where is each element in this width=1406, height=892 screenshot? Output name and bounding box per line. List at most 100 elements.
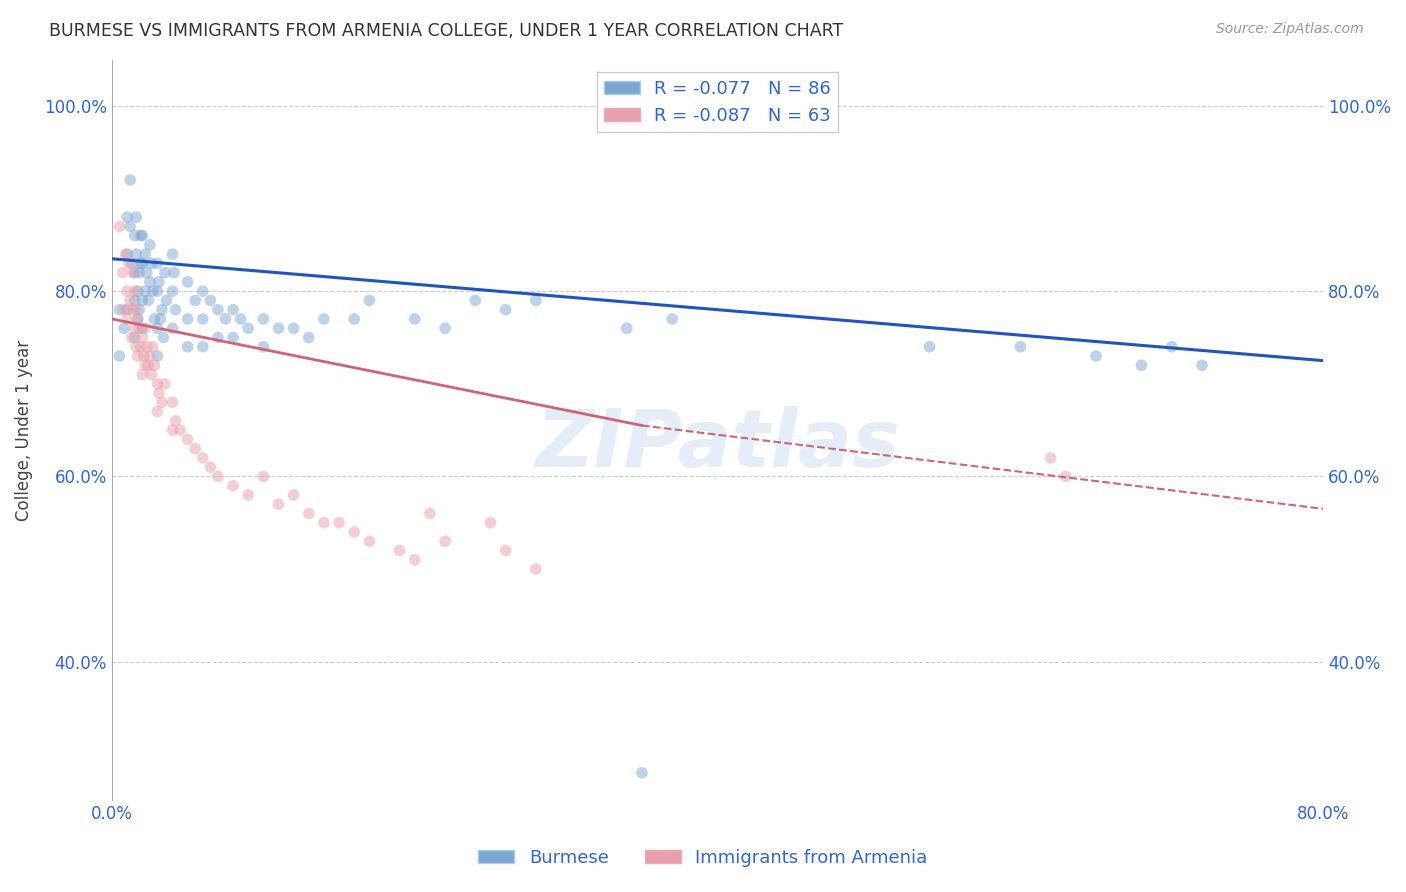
Point [229, 312, 252, 326]
Legend: Burmese, Immigrants from Armenia: Burmese, Immigrants from Armenia [471, 842, 935, 874]
Point [121, 330, 143, 344]
Point [135, 340, 157, 354]
Point [283, 321, 305, 335]
Point [112, 302, 135, 317]
Point [115, 284, 138, 298]
Point [1160, 340, 1182, 354]
Point [191, 450, 214, 465]
Point [495, 302, 517, 317]
Point [125, 302, 148, 317]
Point [200, 460, 222, 475]
Point [131, 228, 153, 243]
Point [267, 497, 290, 511]
Point [115, 302, 138, 317]
Point [131, 321, 153, 335]
Point [117, 256, 139, 270]
Point [120, 293, 142, 308]
Point [169, 423, 191, 437]
Point [121, 256, 143, 270]
Point [142, 284, 165, 298]
Point [343, 524, 366, 539]
Point [388, 543, 411, 558]
Point [134, 284, 156, 298]
Point [214, 312, 236, 326]
Point [222, 330, 245, 344]
Point [108, 349, 131, 363]
Point [165, 414, 187, 428]
Point [141, 256, 163, 270]
Point [162, 395, 184, 409]
Point [464, 293, 486, 308]
Point [108, 219, 131, 234]
Point [139, 275, 162, 289]
Point [112, 321, 135, 335]
Point [1085, 349, 1108, 363]
Point [184, 442, 207, 456]
Point [918, 340, 941, 354]
Point [134, 358, 156, 372]
Point [122, 302, 145, 317]
Point [631, 765, 654, 780]
Point [120, 219, 142, 234]
Text: BURMESE VS IMMIGRANTS FROM ARMENIA COLLEGE, UNDER 1 YEAR CORRELATION CHART: BURMESE VS IMMIGRANTS FROM ARMENIA COLLE… [49, 22, 844, 40]
Point [298, 507, 321, 521]
Point [162, 284, 184, 298]
Point [149, 312, 172, 326]
Point [162, 247, 184, 261]
Point [148, 386, 170, 401]
Point [127, 312, 149, 326]
Point [1039, 450, 1062, 465]
Point [222, 302, 245, 317]
Point [111, 266, 134, 280]
Point [343, 312, 366, 326]
Point [146, 349, 169, 363]
Point [125, 247, 148, 261]
Point [252, 312, 274, 326]
Point [222, 478, 245, 492]
Point [141, 368, 163, 382]
Point [162, 423, 184, 437]
Point [267, 321, 290, 335]
Point [136, 293, 159, 308]
Point [1010, 340, 1032, 354]
Point [148, 275, 170, 289]
Point [124, 293, 146, 308]
Point [146, 376, 169, 391]
Point [153, 376, 176, 391]
Point [661, 312, 683, 326]
Y-axis label: College, Under 1 year: College, Under 1 year [15, 340, 32, 521]
Point [129, 340, 152, 354]
Point [328, 516, 350, 530]
Point [115, 312, 138, 326]
Point [176, 275, 198, 289]
Point [128, 321, 150, 335]
Point [495, 543, 517, 558]
Point [163, 266, 186, 280]
Point [434, 321, 457, 335]
Point [312, 312, 335, 326]
Point [252, 469, 274, 483]
Point [125, 340, 148, 354]
Point [176, 340, 198, 354]
Point [184, 293, 207, 308]
Point [127, 349, 149, 363]
Point [252, 340, 274, 354]
Point [115, 247, 138, 261]
Point [298, 330, 321, 344]
Point [191, 284, 214, 298]
Point [129, 256, 152, 270]
Point [434, 534, 457, 549]
Point [146, 256, 169, 270]
Point [127, 284, 149, 298]
Point [359, 293, 381, 308]
Point [146, 404, 169, 418]
Point [238, 321, 260, 335]
Point [127, 312, 149, 326]
Point [131, 330, 153, 344]
Point [479, 516, 502, 530]
Point [129, 228, 152, 243]
Point [191, 312, 214, 326]
Point [150, 395, 173, 409]
Point [150, 302, 173, 317]
Point [1130, 358, 1153, 372]
